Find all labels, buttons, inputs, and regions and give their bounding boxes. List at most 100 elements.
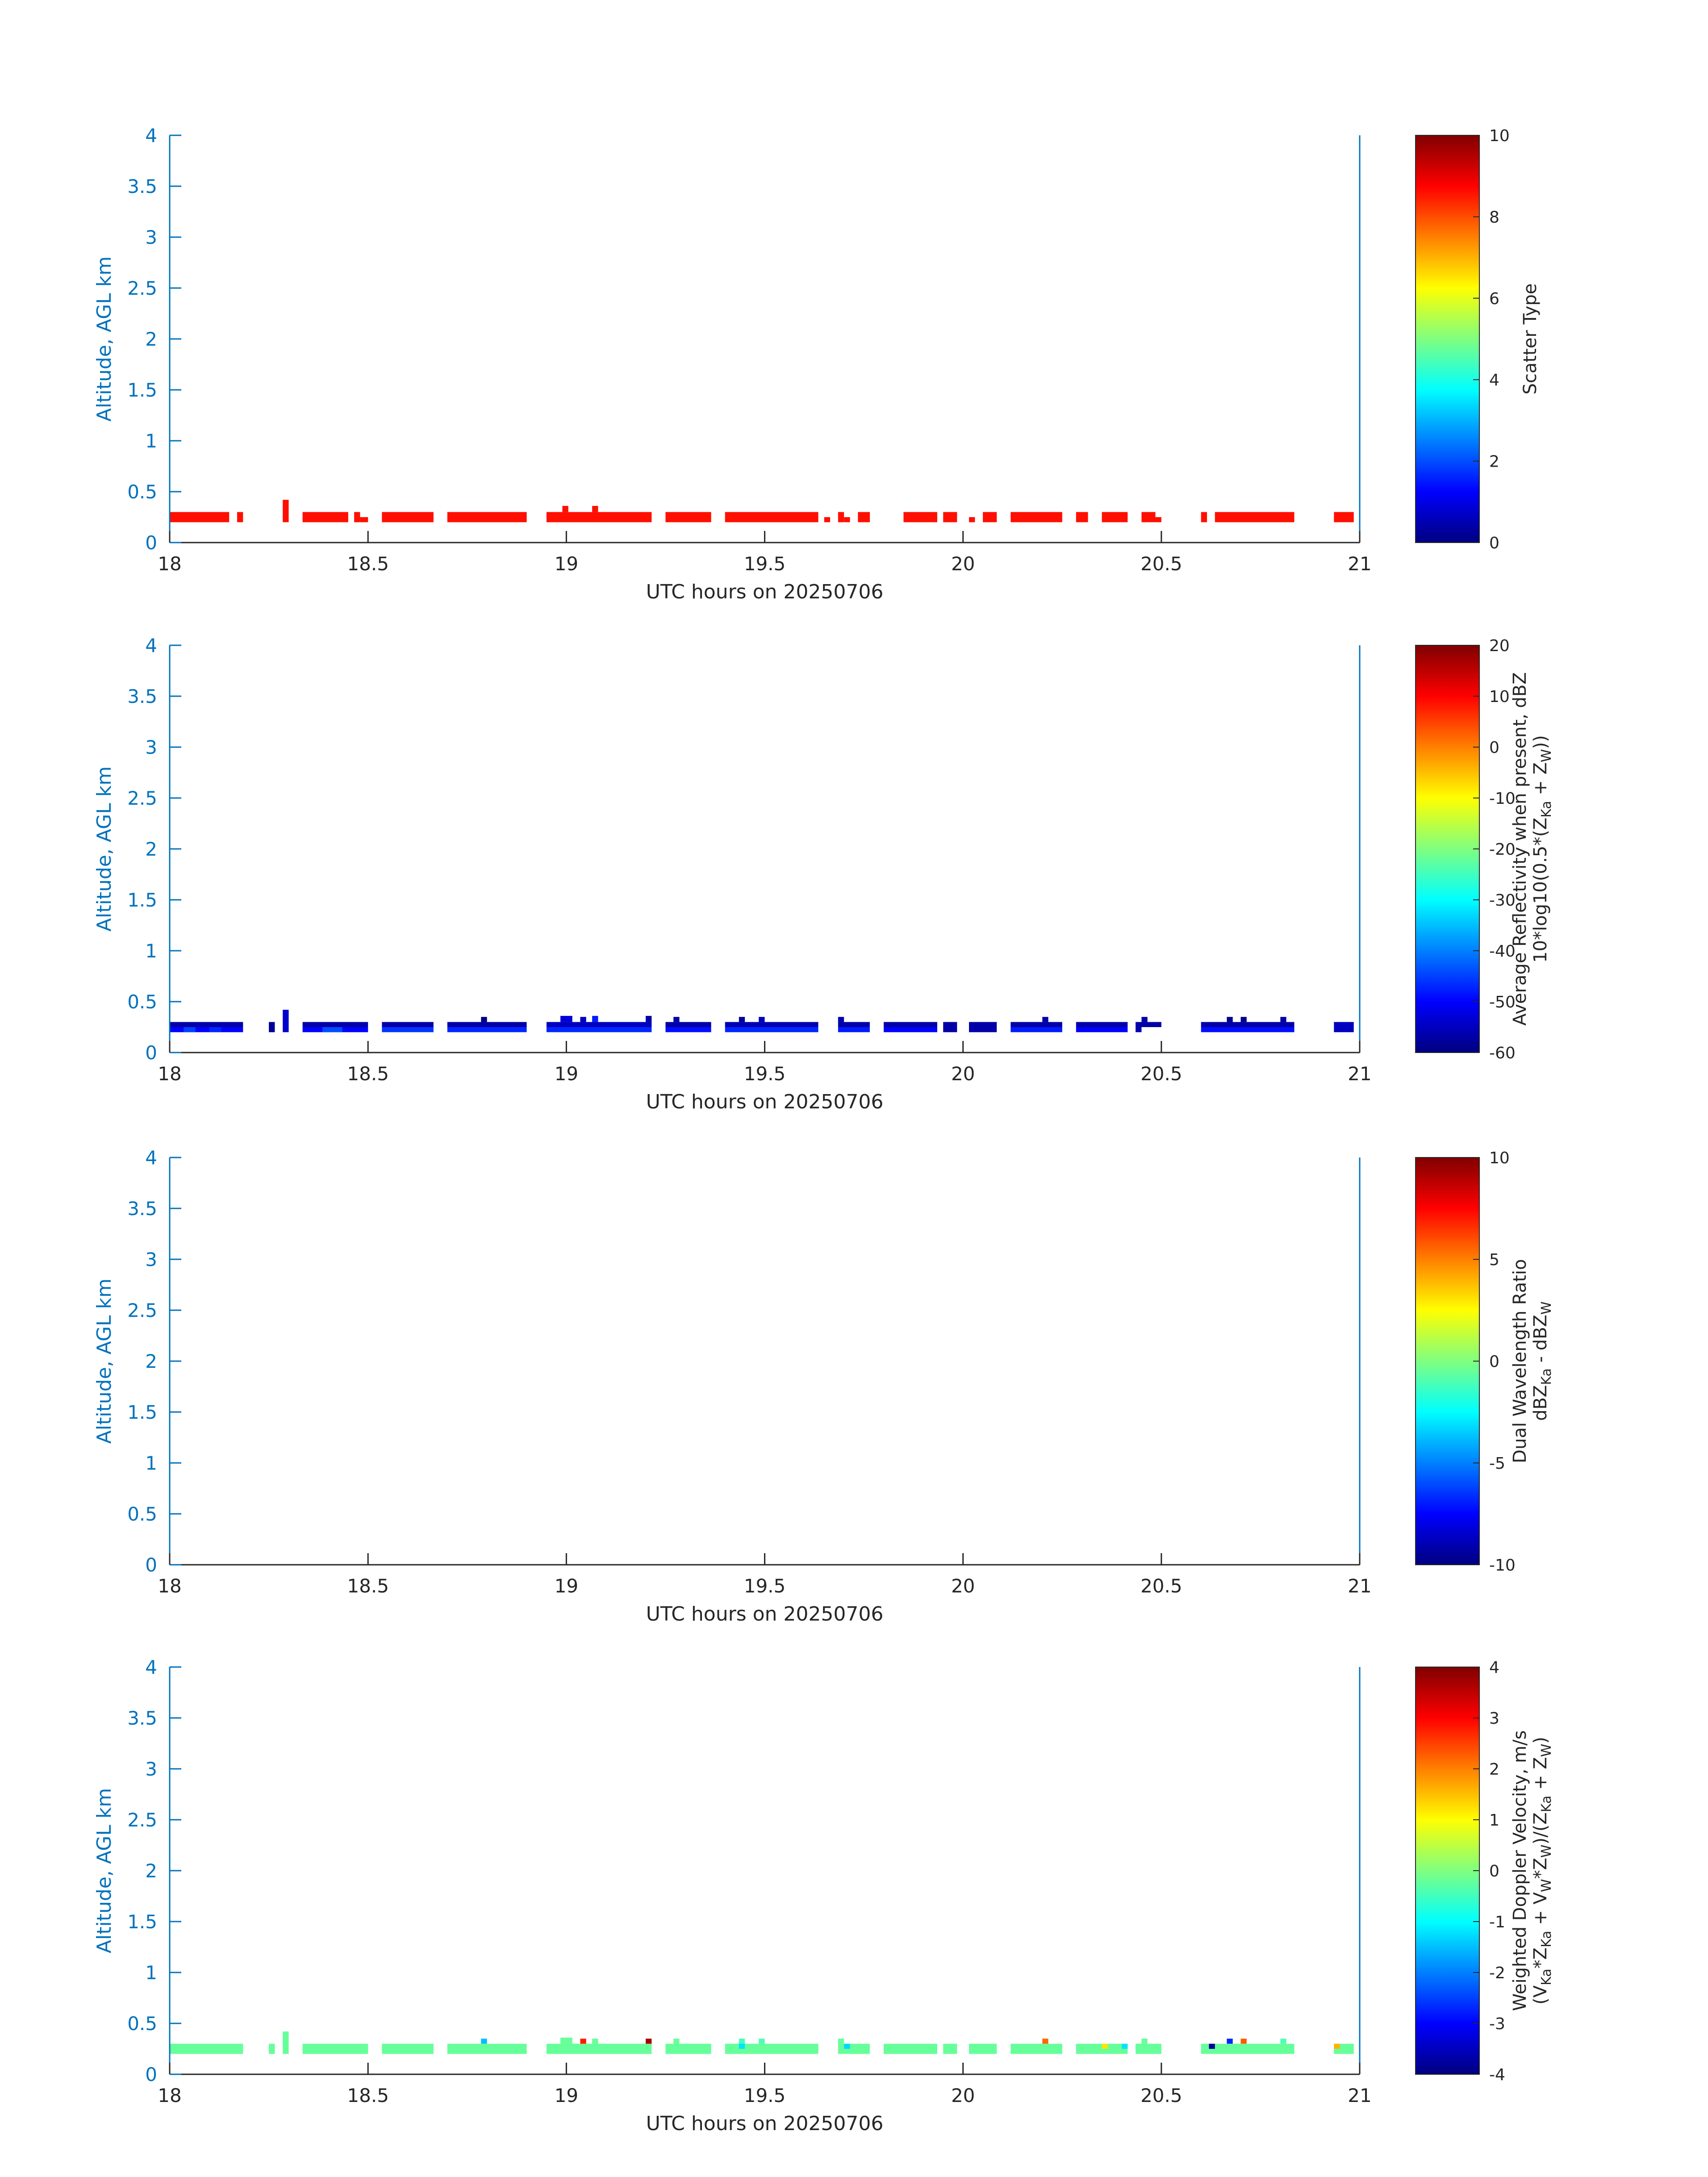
y-tick-label: 2: [145, 1860, 157, 1882]
heatmap-cell: [170, 2043, 243, 2054]
y-axis-label: Altitude, AGL km: [93, 766, 116, 932]
heatmap-cell: [1136, 1027, 1142, 1032]
cb-label-part: + Z: [1530, 1757, 1551, 1795]
heatmap-cell: [237, 512, 243, 522]
heatmap-cell: [739, 2043, 745, 2049]
heatmap-cell: [382, 2043, 434, 2054]
y-tick-label: 4: [145, 635, 157, 656]
heatmap-cell: [592, 2039, 598, 2044]
x-tick-label: 19: [555, 2085, 578, 2106]
heatmap-cell: [884, 1022, 937, 1027]
colorbar-tick-label: 20: [1489, 637, 1510, 655]
heatmap-cell: [209, 1027, 221, 1032]
colorbar-label: Scatter Type: [1520, 284, 1541, 395]
heatmap-cell: [447, 2043, 527, 2054]
colorbar-tick-label: 2: [1489, 1760, 1499, 1779]
colorbar-tick-label: -4: [1489, 2066, 1505, 2084]
y-tick-label: 0: [145, 532, 157, 554]
heatmap-cell: [943, 512, 957, 522]
heatmap-cell: [673, 1017, 680, 1022]
x-tick-label: 21: [1348, 553, 1371, 575]
cb-label-subscript: W: [1539, 1301, 1554, 1315]
heatmap-cell: [943, 1022, 957, 1032]
heatmap-cell: [269, 1022, 275, 1032]
colorbar-tick-label: -50: [1489, 993, 1516, 1011]
y-tick-label: 2.5: [127, 1300, 157, 1321]
heatmap-cell: [665, 1027, 711, 1032]
heatmap-cell: [1011, 1022, 1062, 1027]
colorbar: [1415, 1667, 1480, 2075]
heatmap-cell: [838, 2039, 844, 2044]
y-axis-label: Altitude, AGL km: [93, 256, 116, 422]
cb-label-subscript: Ka: [1539, 801, 1554, 818]
colorbar-label: Weighted Doppler Velocity, m/s: [1510, 1730, 1530, 2011]
heatmap-cell: [725, 1022, 819, 1027]
y-tick-label: 1: [145, 430, 157, 452]
y-tick-label: 2: [145, 1350, 157, 1372]
y-tick-label: 0.5: [127, 481, 157, 503]
heatmap-cell: [1209, 2043, 1215, 2049]
y-tick-label: 1.5: [127, 1911, 157, 1933]
heatmap-cell: [1215, 512, 1295, 522]
x-tick-label: 18.5: [347, 1575, 389, 1597]
colorbar-tick-label: -30: [1489, 891, 1516, 910]
cb-label-subscript: Ka: [1539, 1968, 1554, 1985]
y-axis-label: Altitude, AGL km: [93, 1279, 116, 1444]
y-tick-label: 3: [145, 1758, 157, 1780]
y-tick-label: 1: [145, 1452, 157, 1474]
x-tick-label: 19: [555, 553, 578, 575]
heatmap-cell: [969, 517, 975, 522]
x-tick-label: 21: [1348, 1575, 1371, 1597]
colorbar-tick-label: -10: [1489, 1556, 1516, 1575]
heatmap-cell: [646, 1015, 652, 1022]
y-tick-label: 2: [145, 838, 157, 860]
colorbar-label: 10*log10(0.5*(ZKa​ + ZW​)): [1530, 735, 1554, 963]
colorbar: [1415, 645, 1480, 1053]
heatmap-cell: [354, 512, 360, 522]
heatmap-cell: [481, 2039, 487, 2044]
cb-label-subscript: W: [1539, 749, 1554, 762]
heatmap-cell: [382, 1022, 434, 1027]
heatmap-cell: [673, 2039, 680, 2044]
heatmap-cell: [1141, 1017, 1148, 1022]
colorbar-tick-label: 5: [1489, 1251, 1499, 1269]
colorbar-tick-label: -3: [1489, 2015, 1505, 2033]
cb-label-subscript: Ka: [1539, 1796, 1554, 1813]
heatmap-cell: [269, 2043, 275, 2054]
heatmap-cell: [1227, 2039, 1233, 2044]
heatmap-cell: [725, 1027, 819, 1032]
heatmap-cell: [1280, 1017, 1286, 1022]
heatmap-cell: [283, 1010, 289, 1032]
heatmap-cell: [170, 1022, 243, 1027]
colorbar-tick-label: -2: [1489, 1964, 1505, 1982]
panel-2: 0 0.5 1 1.5 2 2.5 3 3.5 4 18 18.5 19 19.5 20 20.5 21 UTC…: [93, 635, 1554, 1113]
heatmap-cell: [665, 512, 711, 522]
x-tick-label: 20: [951, 553, 975, 575]
colorbar-label: Dual Wavelength Ratio: [1510, 1259, 1530, 1463]
cb-label-part: Scatter Type: [1520, 284, 1541, 395]
colorbar-tick-label: 10: [1489, 688, 1510, 706]
heatmap-cell: [1042, 1017, 1048, 1022]
heatmap-cell: [884, 1027, 937, 1032]
heatmap-cell: [546, 1027, 652, 1032]
heatmap-cell: [646, 2039, 652, 2044]
heatmap-cell: [382, 512, 434, 522]
y-tick-label: 1.5: [127, 1401, 157, 1423]
heatmap-cell: [1011, 2043, 1062, 2054]
y-tick-label: 0: [145, 1042, 157, 1064]
colorbar-tick-label: 8: [1489, 208, 1499, 226]
heatmap-cell: [1201, 512, 1207, 522]
heatmap-cell: [665, 2043, 711, 2054]
heatmap-cell: [580, 1017, 586, 1022]
y-tick-label: 0: [145, 2064, 157, 2085]
cb-label-subscript: W: [1539, 1744, 1554, 1757]
y-tick-label: 3.5: [127, 1198, 157, 1220]
y-tick-label: 3.5: [127, 175, 157, 197]
y-tick-label: 1.5: [127, 379, 157, 401]
cb-label-part: (V: [1530, 1985, 1551, 2005]
y-tick-label: 3.5: [127, 685, 157, 707]
heatmap-cell: [983, 512, 997, 522]
heatmap-cell: [1334, 1022, 1354, 1032]
heatmap-cell: [302, 2043, 368, 2054]
